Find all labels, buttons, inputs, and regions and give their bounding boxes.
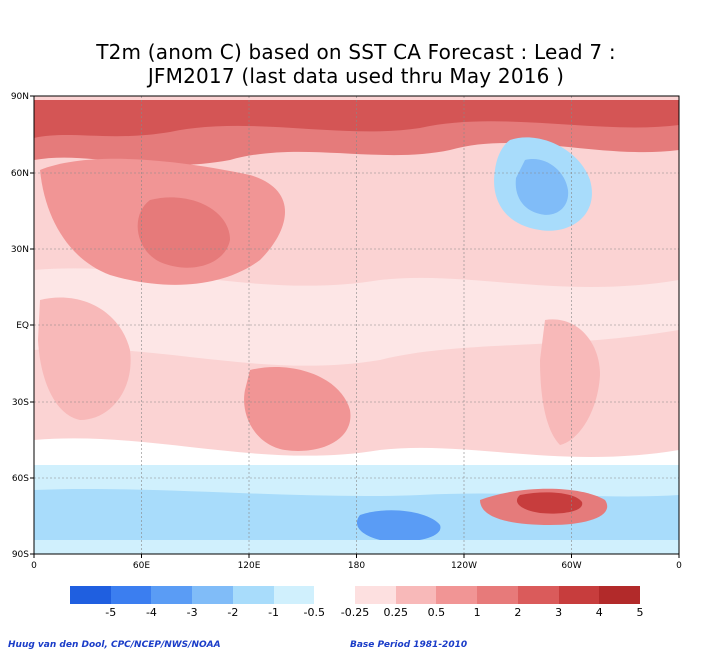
axis-ticks bbox=[30, 95, 680, 558]
lon-label: 60W bbox=[561, 561, 581, 571]
lat-label: 30N bbox=[11, 245, 29, 255]
lon-label: 180 bbox=[348, 561, 365, 571]
base-period-text: Base Period 1981-2010 bbox=[350, 640, 468, 650]
color-scale-label: -4 bbox=[145, 606, 157, 619]
color-swatch bbox=[436, 586, 478, 604]
color-swatch bbox=[314, 586, 356, 604]
lon-label: 120E bbox=[238, 561, 261, 571]
color-swatch bbox=[355, 586, 396, 604]
color-scale-label: -0.5 bbox=[303, 606, 326, 619]
lat-label: EQ bbox=[16, 321, 29, 331]
color-scale-label: 0.25 bbox=[383, 606, 408, 619]
color-scale-label: 2 bbox=[514, 606, 522, 619]
color-swatch bbox=[517, 586, 559, 604]
grid-lines bbox=[34, 96, 679, 554]
color-scale-bar bbox=[70, 586, 641, 604]
color-scale-label: 3 bbox=[555, 606, 563, 619]
color-scale-label: 0.5 bbox=[427, 606, 446, 619]
color-scale-label: 1 bbox=[473, 606, 481, 619]
credit-text: Huug van den Dool, CPC/NCEP/NWS/NOAA bbox=[8, 640, 221, 650]
color-scale-label: -0.25 bbox=[340, 606, 370, 619]
color-scale-label: -1 bbox=[268, 606, 280, 619]
color-scale-label: -3 bbox=[186, 606, 198, 619]
color-swatch bbox=[70, 586, 111, 604]
color-swatch bbox=[232, 586, 274, 604]
color-swatch bbox=[477, 586, 518, 604]
color-swatch bbox=[395, 586, 437, 604]
latitude-labels: 90N 60N 30N EQ 30S 60S 90S bbox=[11, 92, 29, 560]
color-scale-label: -5 bbox=[105, 606, 117, 619]
color-swatch bbox=[599, 586, 641, 604]
color-scale-label: -2 bbox=[227, 606, 239, 619]
color-swatch bbox=[558, 586, 600, 604]
color-swatch bbox=[192, 586, 233, 604]
map-title-line1: T2m (anom C) based on SST CA Forecast : … bbox=[96, 40, 616, 64]
color-scale-label: 5 bbox=[636, 606, 644, 619]
color-swatch bbox=[110, 586, 152, 604]
lon-label: 60E bbox=[133, 561, 150, 571]
lon-label: 120W bbox=[451, 561, 477, 571]
lon-label: 0 bbox=[31, 561, 37, 571]
map-title-line2: JFM2017 (last data used thru May 2016 ) bbox=[147, 64, 565, 88]
color-swatch bbox=[151, 586, 193, 604]
color-scale-label: 4 bbox=[595, 606, 603, 619]
lat-label: 60S bbox=[12, 474, 29, 484]
longitude-labels: 0 60E 120E 180 120W 60W 0 bbox=[31, 561, 682, 571]
lat-label: 30S bbox=[12, 398, 29, 408]
color-swatch bbox=[273, 586, 315, 604]
lat-label: 90N bbox=[11, 92, 29, 102]
lat-label: 90S bbox=[12, 550, 29, 560]
lon-label: 0 bbox=[676, 561, 682, 571]
lat-label: 60N bbox=[11, 169, 29, 179]
